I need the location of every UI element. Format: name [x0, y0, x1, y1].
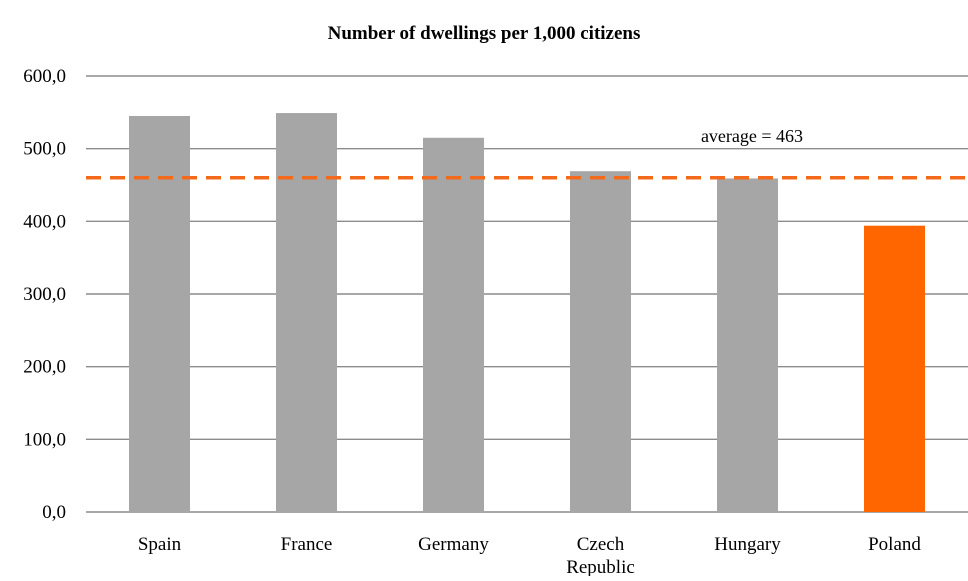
average-line-group: average = 463 [86, 126, 968, 178]
y-tick-label: 400,0 [23, 211, 66, 232]
bar [276, 113, 337, 512]
bar [864, 226, 925, 512]
average-label: average = 463 [701, 126, 803, 146]
bar [570, 171, 631, 512]
y-tick-label: 200,0 [23, 357, 66, 378]
gridlines [86, 76, 968, 512]
x-axis-labels: Spain France Germany Czech Republic Hungary Po… [138, 534, 922, 576]
x-tick-label: Germany [418, 534, 489, 555]
x-tick-label: Hungary [714, 534, 781, 555]
chart-title: Number of dwellings per 1,000 citizens [328, 23, 641, 44]
x-tick-label: Poland [868, 534, 921, 555]
x-tick-label: France [281, 534, 333, 555]
bars [129, 113, 925, 512]
y-tick-label: 300,0 [23, 284, 66, 305]
y-tick-label: 100,0 [23, 429, 66, 450]
bar [129, 116, 190, 512]
y-tick-label: 500,0 [23, 139, 66, 160]
y-tick-label: 0,0 [42, 502, 66, 523]
y-axis-ticks: 0,0 100,0 200,0 300,0 400,0 500,0 600,0 [23, 66, 66, 523]
bar [717, 178, 778, 512]
x-tick-label: Czech Republic [566, 534, 635, 576]
y-tick-label: 600,0 [23, 66, 66, 87]
x-tick-label: Spain [138, 534, 182, 555]
bar [423, 138, 484, 512]
